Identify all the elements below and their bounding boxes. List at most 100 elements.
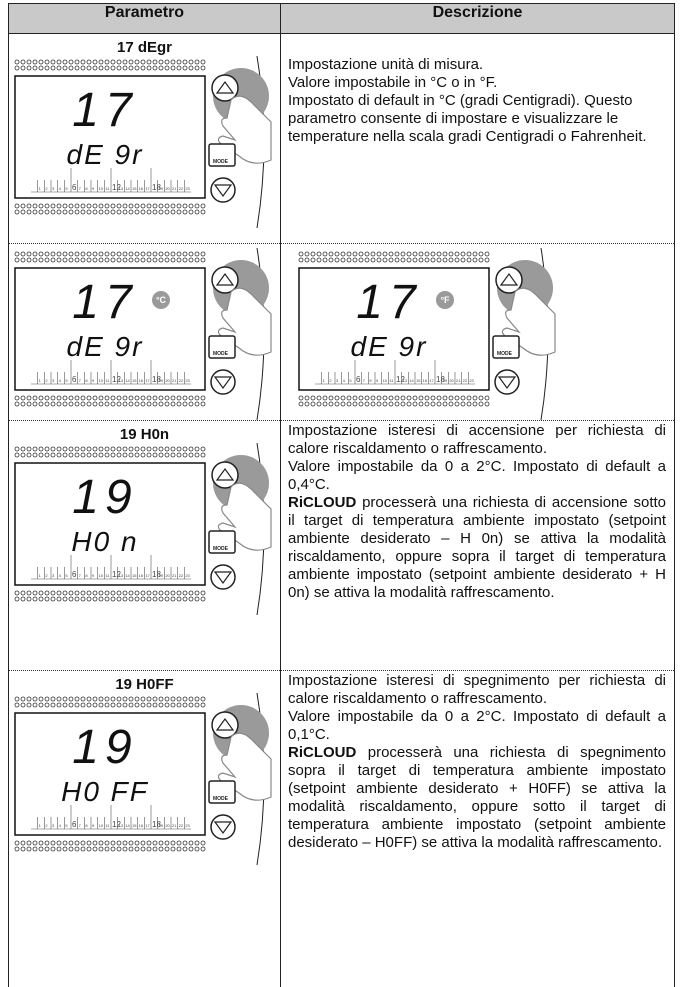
dot: [50, 395, 56, 401]
dot: [98, 401, 104, 407]
dot: [328, 257, 334, 263]
dot: [74, 452, 80, 458]
dot: [32, 401, 38, 407]
dot: [304, 251, 310, 257]
dot: [382, 251, 388, 257]
dot: [20, 65, 26, 71]
dot: [38, 696, 44, 702]
desc-cell: Impostazione isteresi di spegnimento per…: [280, 670, 675, 987]
dot: [176, 446, 182, 452]
dot: [158, 65, 164, 71]
dot: [188, 846, 194, 852]
scale-label: 10: [99, 823, 104, 828]
dot: [472, 251, 478, 257]
dot: [56, 257, 62, 263]
scale-label: 9: [92, 186, 95, 191]
up-button: [211, 461, 239, 489]
dot: [26, 846, 32, 852]
scale-label: 12: [112, 820, 121, 829]
dot: [364, 401, 370, 407]
scale-label: 18: [152, 570, 161, 579]
dot: [32, 840, 38, 846]
dot: [448, 401, 454, 407]
dot: [146, 251, 152, 257]
dot: [80, 395, 86, 401]
dot: [134, 401, 140, 407]
dot: [140, 590, 146, 596]
scale-label: 5: [65, 823, 68, 828]
dot: [152, 65, 158, 71]
dot: [176, 596, 182, 602]
dot: [152, 251, 158, 257]
dot: [80, 696, 86, 702]
dot: [32, 702, 38, 708]
scale-label: 14: [125, 186, 130, 191]
dot: [478, 257, 484, 263]
dot: [134, 702, 140, 708]
scale-label: 1: [39, 378, 42, 383]
dot: [110, 452, 116, 458]
dot: [188, 203, 194, 209]
up-button: [211, 74, 239, 102]
dot: [140, 596, 146, 602]
down-button: [210, 564, 236, 590]
dot: [20, 702, 26, 708]
dot: [182, 696, 188, 702]
scale-label: 4: [343, 378, 346, 383]
dot: [14, 840, 20, 846]
scale-label: 21: [172, 573, 177, 578]
dot: [80, 846, 86, 852]
scale-label: 15: [132, 378, 137, 383]
dot: [98, 702, 104, 708]
dot: [80, 446, 86, 452]
dot: [430, 251, 436, 257]
dot: [484, 257, 490, 263]
scale-label: 11: [389, 378, 394, 383]
dot: [128, 65, 134, 71]
scale-label: 4: [59, 378, 62, 383]
dot: [146, 203, 152, 209]
dot: [62, 59, 68, 65]
dot: [376, 401, 382, 407]
dot: [194, 846, 200, 852]
dot: [200, 452, 206, 458]
dot: [316, 257, 322, 263]
dot: [104, 452, 110, 458]
dot: [134, 590, 140, 596]
dot: [310, 251, 316, 257]
dot: [20, 590, 26, 596]
dot: [74, 395, 80, 401]
dot: [80, 59, 86, 65]
dot: [146, 596, 152, 602]
scale-label: 18: [436, 375, 445, 384]
dot: [104, 401, 110, 407]
dot: [406, 401, 412, 407]
scale-label: 12: [396, 375, 405, 384]
dot: [176, 203, 182, 209]
scale-label: 7: [79, 186, 82, 191]
dot: [110, 590, 116, 596]
dot: [86, 696, 92, 702]
scale-label: 21: [172, 186, 177, 191]
dot: [92, 702, 98, 708]
dot: [80, 209, 86, 215]
dot: [176, 846, 182, 852]
dot: [188, 395, 194, 401]
dot: [152, 702, 158, 708]
scale-label: 9: [92, 823, 95, 828]
scale-label: 1: [39, 573, 42, 578]
scale-label: 15: [132, 823, 137, 828]
dot: [62, 65, 68, 71]
dot: [200, 59, 206, 65]
dot: [92, 59, 98, 65]
dot: [56, 203, 62, 209]
dot: [182, 59, 188, 65]
dot: [158, 251, 164, 257]
dot: [340, 257, 346, 263]
dot: [364, 251, 370, 257]
header-cell: Descrizione: [280, 3, 675, 34]
dot: [50, 65, 56, 71]
header-cell: Parametro: [8, 3, 281, 34]
dot: [74, 401, 80, 407]
